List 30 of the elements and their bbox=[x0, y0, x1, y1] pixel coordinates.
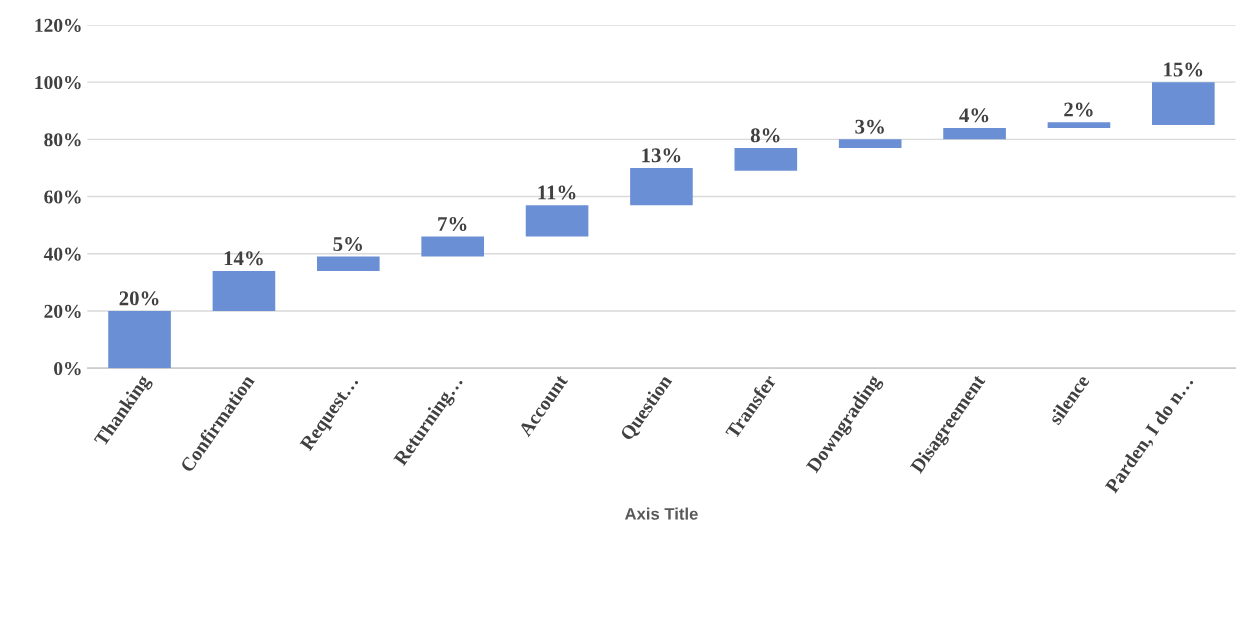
y-tick-label: 60% bbox=[44, 190, 81, 204]
bar bbox=[1047, 122, 1111, 128]
data-label: 15% bbox=[1164, 62, 1203, 77]
y-tick-label: 120% bbox=[35, 18, 81, 32]
bar bbox=[316, 256, 380, 271]
bar bbox=[734, 147, 798, 171]
bar bbox=[421, 236, 484, 257]
data-label: 11% bbox=[538, 185, 576, 200]
data-label: 14% bbox=[224, 251, 263, 266]
bar bbox=[212, 270, 276, 311]
data-label: 4% bbox=[959, 108, 989, 123]
bar bbox=[525, 205, 589, 237]
data-label: 13% bbox=[642, 148, 681, 163]
bar bbox=[838, 139, 902, 148]
y-tick-label: 40% bbox=[43, 247, 81, 261]
y-tick-label: 100% bbox=[35, 75, 81, 90]
y-tick-label: 0% bbox=[54, 361, 81, 376]
y-tick-label: 20% bbox=[44, 304, 81, 318]
data-label: 5% bbox=[333, 236, 362, 252]
bar bbox=[630, 167, 693, 206]
data-label: 3% bbox=[855, 119, 884, 134]
bar bbox=[1152, 82, 1215, 126]
bar bbox=[108, 310, 171, 369]
x-axis-title: Axis Title bbox=[624, 507, 698, 520]
data-label: 7% bbox=[438, 216, 467, 232]
y-tick-label: 80% bbox=[44, 133, 81, 147]
data-label: 2% bbox=[1064, 102, 1093, 117]
data-label: 20% bbox=[119, 291, 159, 306]
data-label: 8% bbox=[750, 128, 780, 143]
bar bbox=[943, 127, 1006, 140]
